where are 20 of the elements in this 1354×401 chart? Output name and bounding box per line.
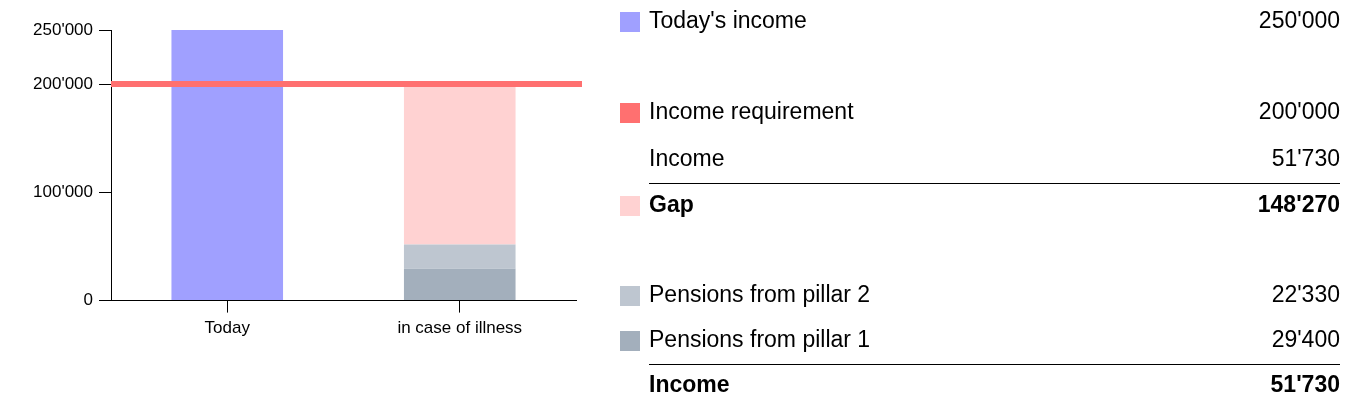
text: 22'330 (1271, 281, 1340, 308)
y-tick-label: 200'000 (33, 73, 93, 93)
y-tick-label: 100'000 (33, 182, 93, 202)
x-tick-label: in case of illness (397, 318, 523, 338)
text: 29'400 (1271, 326, 1340, 353)
text: 51'730 (1270, 371, 1340, 398)
text: Income (649, 145, 725, 172)
text: Income (649, 371, 730, 398)
legend-label: Income requirement (649, 98, 854, 125)
text: 200'000 (1258, 98, 1340, 124)
text: 51'730 (1271, 145, 1340, 172)
y-tick-label: 250'000 (33, 19, 93, 39)
y-tick-label: 0 (83, 290, 93, 310)
legend-label: Gap (649, 191, 694, 218)
legend-label: Today's income (649, 7, 807, 34)
text: 148'270 (1257, 191, 1340, 218)
x-tick-label: Today (204, 318, 251, 338)
legend-label: Pensions from pillar 1 (649, 326, 871, 353)
text: 250'000 (1258, 7, 1340, 34)
legend-label: Pensions from pillar 2 (649, 281, 871, 308)
